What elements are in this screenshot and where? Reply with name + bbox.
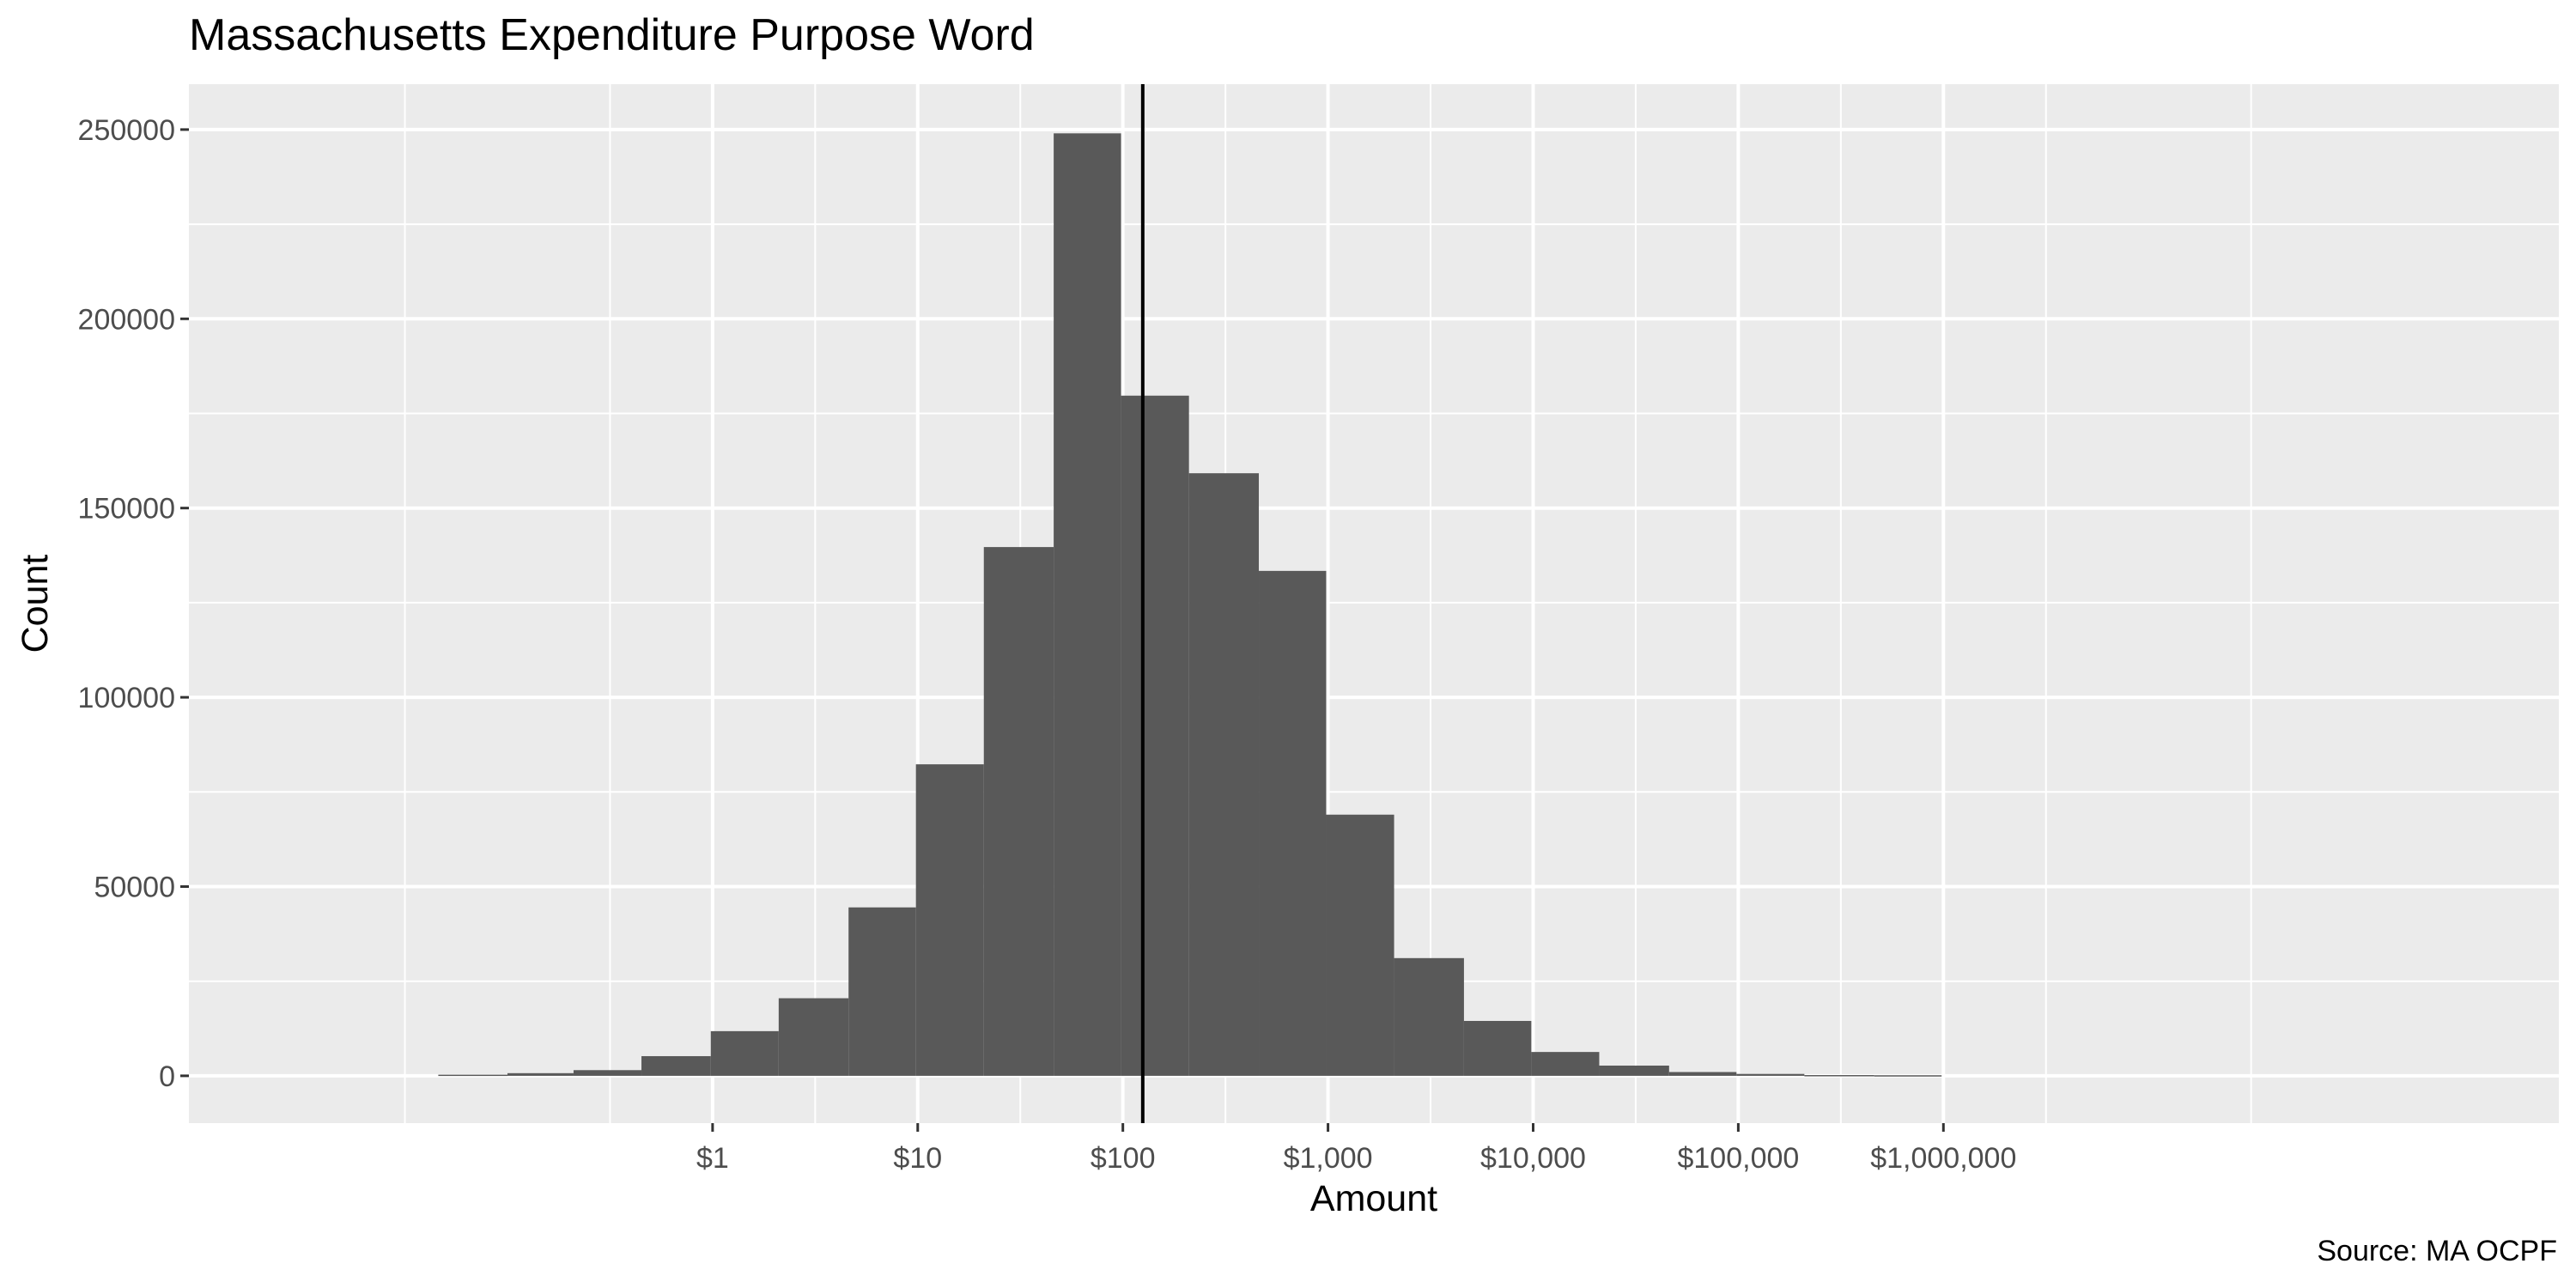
histogram-bar	[1394, 957, 1464, 1076]
histogram-bar	[915, 764, 984, 1076]
histogram-bar	[1463, 1020, 1532, 1076]
x-tick-label: $100,000	[1677, 1142, 1799, 1175]
y-tick-label: 150000	[78, 493, 175, 526]
x-tick-label: $1	[696, 1142, 729, 1175]
histogram-bar	[1736, 1073, 1805, 1076]
x-axis-title: Amount	[1310, 1178, 1437, 1219]
x-tick-label: $10,000	[1480, 1142, 1586, 1175]
y-axis-title: Count	[15, 555, 56, 653]
x-axis: $1 $10 $100 $1,000 $10,000 $100,000 $1,000,000	[696, 1123, 2016, 1175]
histogram-bar	[1054, 133, 1121, 1076]
histogram-bar	[1668, 1072, 1737, 1076]
histogram-bar	[1874, 1075, 1942, 1077]
histogram-bar	[1804, 1075, 1874, 1077]
x-tick-label: $1,000	[1284, 1142, 1373, 1175]
histogram-bar	[438, 1074, 507, 1077]
histogram-bar	[778, 998, 849, 1076]
histogram-bar	[983, 547, 1054, 1076]
histogram-bar	[1531, 1052, 1600, 1076]
histogram-bar	[1599, 1065, 1669, 1076]
histogram-bar	[848, 907, 916, 1076]
histogram-bar	[1188, 473, 1260, 1076]
histogram-bar	[1326, 814, 1394, 1076]
y-axis: 0 50000 100000 150000 200000 250000	[78, 114, 189, 1093]
chart-title: Massachusetts Expenditure Purpose Word	[189, 10, 1035, 60]
y-tick-label: 250000	[78, 114, 175, 147]
histogram-bar	[573, 1070, 642, 1076]
chart-caption: Source: MA OCPF	[2317, 1235, 2557, 1267]
y-tick-label: 0	[159, 1060, 175, 1093]
histogram-bar	[1259, 570, 1327, 1076]
histogram-bars	[438, 133, 1942, 1077]
histogram-bar	[1121, 395, 1189, 1076]
x-tick-label: $10	[893, 1142, 942, 1175]
y-tick-label: 50000	[94, 871, 175, 903]
histogram-bar	[507, 1072, 574, 1076]
y-tick-label: 200000	[78, 303, 175, 336]
histogram-bar	[710, 1030, 779, 1076]
x-tick-label: $100	[1091, 1142, 1156, 1175]
x-tick-label: $1,000,000	[1870, 1142, 2016, 1175]
histogram-bar	[641, 1055, 711, 1076]
y-tick-label: 100000	[78, 682, 175, 714]
